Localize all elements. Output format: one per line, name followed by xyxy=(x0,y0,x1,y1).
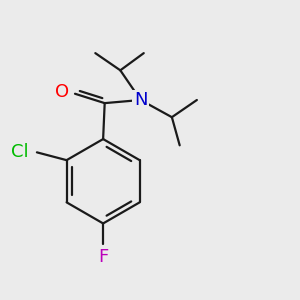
Text: O: O xyxy=(55,83,69,101)
Text: F: F xyxy=(98,248,108,266)
Text: Cl: Cl xyxy=(11,143,29,161)
Text: N: N xyxy=(134,91,147,109)
